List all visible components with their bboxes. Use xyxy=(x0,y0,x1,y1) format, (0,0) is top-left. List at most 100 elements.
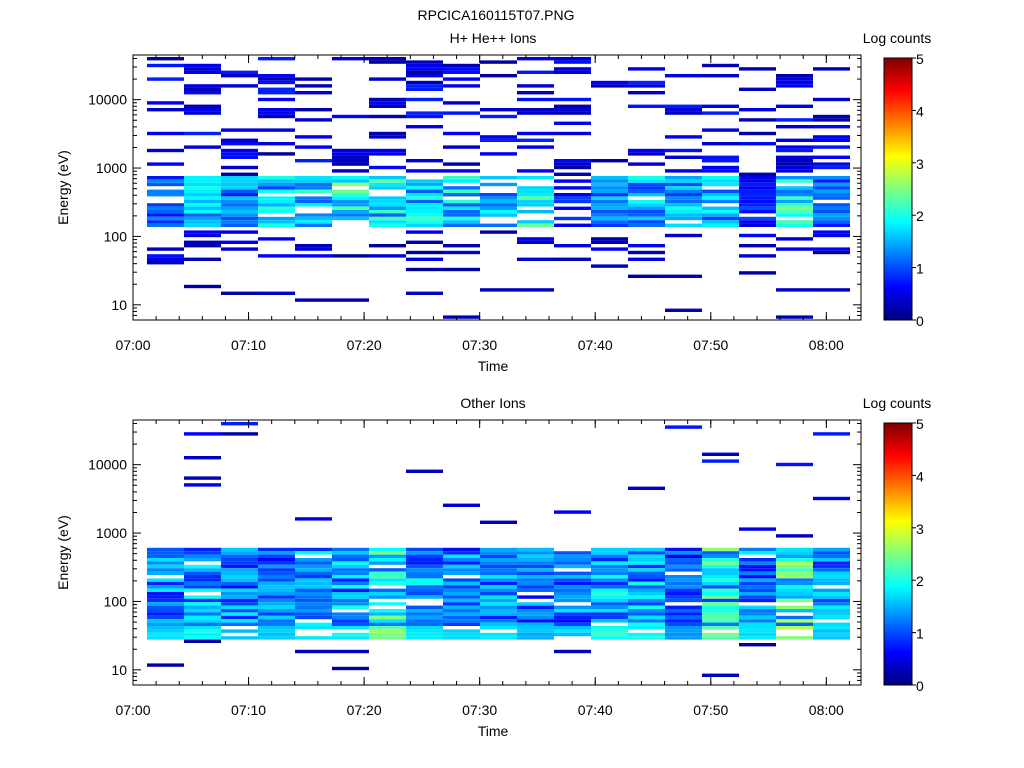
heatmap-cell xyxy=(739,588,776,592)
heatmap-cell xyxy=(184,602,221,606)
heatmap-cell xyxy=(628,206,665,210)
heatmap-cell xyxy=(221,70,258,74)
heatmap-cell xyxy=(591,216,628,221)
heatmap-cell xyxy=(517,636,554,640)
heatmap-cell xyxy=(221,554,258,558)
heatmap-cell xyxy=(369,554,406,558)
heatmap-cell xyxy=(332,612,369,616)
heatmap-cell xyxy=(406,216,443,221)
heatmap-cell xyxy=(184,182,221,187)
heatmap-cell xyxy=(406,87,443,91)
heatmap-cell xyxy=(332,210,369,214)
heatmap-cell xyxy=(813,636,850,640)
heatmap-cell xyxy=(813,247,850,251)
heatmap-cell xyxy=(184,595,221,599)
heatmap-cell xyxy=(369,101,406,105)
heatmap-cell xyxy=(480,152,517,156)
heatmap-cell xyxy=(406,267,443,272)
heatmap-cell xyxy=(665,598,702,603)
heatmap-cell xyxy=(258,632,295,637)
heatmap-cell xyxy=(591,199,628,204)
heatmap-cell xyxy=(258,581,295,586)
heatmap-cell xyxy=(369,179,406,183)
heatmap-cell xyxy=(776,210,813,214)
heatmap-cell xyxy=(813,186,850,190)
heatmap-cell xyxy=(406,182,443,187)
heatmap-cell xyxy=(591,578,628,582)
heatmap-cell xyxy=(221,230,258,234)
heatmap-cell xyxy=(813,602,850,606)
heatmap-cell xyxy=(813,609,850,613)
heatmap-cell xyxy=(554,162,591,166)
heatmap-cell xyxy=(702,159,739,163)
heatmap-cell xyxy=(776,619,813,623)
heatmap-cell xyxy=(517,138,554,142)
heatmap-cell xyxy=(591,213,628,217)
heatmap-cell xyxy=(221,564,258,569)
heatmap-cell xyxy=(406,199,443,204)
heatmap-cell xyxy=(258,114,295,119)
heatmap-cell xyxy=(443,615,480,620)
heatmap-cell xyxy=(554,196,591,200)
heatmap-cell xyxy=(776,237,813,241)
heatmap-cell xyxy=(295,84,332,88)
heatmap-cell xyxy=(739,216,776,221)
heatmap-cell xyxy=(258,186,295,190)
heatmap-cell xyxy=(665,568,702,572)
heatmap-cell xyxy=(813,118,850,122)
heatmap-cell xyxy=(480,196,517,200)
heatmap-cell xyxy=(295,592,332,596)
heatmap-cell xyxy=(147,210,184,214)
heatmap-cell xyxy=(369,612,406,616)
heatmap-cell xyxy=(332,578,369,582)
heatmap-cell xyxy=(147,131,184,136)
heatmap-cell xyxy=(221,615,258,620)
heatmap-cell xyxy=(739,199,776,204)
heatmap-cell xyxy=(554,104,591,108)
heatmap-cell xyxy=(184,629,221,633)
heatmap-cell xyxy=(776,462,813,467)
heatmap-cell xyxy=(406,564,443,569)
heatmap-cell xyxy=(332,206,369,210)
heatmap-cell xyxy=(443,193,480,197)
heatmap-cell xyxy=(443,203,480,207)
heatmap-cell xyxy=(517,220,554,224)
heatmap-cell xyxy=(776,592,813,596)
heatmap-cell xyxy=(739,636,776,640)
heatmap-cell xyxy=(443,595,480,599)
heatmap-cell xyxy=(443,220,480,224)
heatmap-cell xyxy=(295,159,332,163)
heatmap-cell xyxy=(813,155,850,159)
heatmap-cell xyxy=(776,554,813,558)
heatmap-cell xyxy=(295,77,332,81)
heatmap-cell xyxy=(628,148,665,153)
heatmap-cell xyxy=(517,237,554,241)
heatmap-cell xyxy=(776,575,813,579)
heatmap-cell xyxy=(480,138,517,142)
heatmap-cell xyxy=(258,223,295,227)
heatmap-cell xyxy=(813,592,850,596)
heatmap-cell xyxy=(739,206,776,210)
heatmap-cell xyxy=(443,578,480,582)
heatmap-cell xyxy=(258,595,295,599)
heatmap-cell xyxy=(665,592,702,596)
heatmap-cell xyxy=(554,649,591,654)
heatmap-cell xyxy=(813,578,850,582)
heatmap-cell xyxy=(517,223,554,227)
y-tick-label: 10 xyxy=(111,297,127,313)
heatmap-cell xyxy=(184,233,221,238)
heatmap-cell xyxy=(665,636,702,640)
heatmap-cell xyxy=(295,220,332,224)
heatmap-cell xyxy=(221,193,258,197)
heatmap-cell xyxy=(258,588,295,592)
heatmap-cell xyxy=(517,588,554,592)
heatmap-cell xyxy=(739,632,776,637)
heatmap-cell xyxy=(258,615,295,620)
heatmap-cell xyxy=(147,108,184,112)
heatmap-cell xyxy=(406,612,443,616)
heatmap-cell xyxy=(443,77,480,81)
heatmap-cell xyxy=(406,111,443,115)
heatmap-cell xyxy=(258,551,295,555)
heatmap-cell xyxy=(776,568,813,572)
heatmap-cell xyxy=(739,605,776,609)
